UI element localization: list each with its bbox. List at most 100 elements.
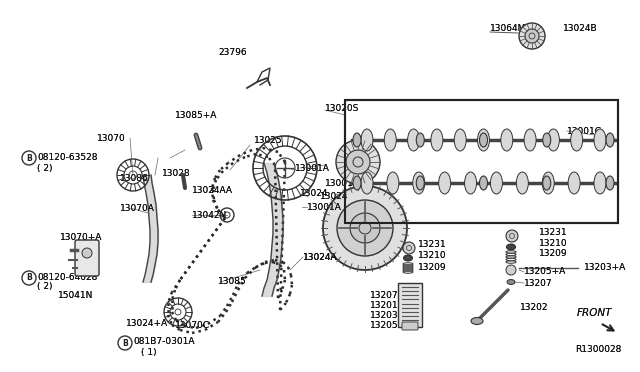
Circle shape (323, 186, 407, 270)
Text: 13070+A: 13070+A (60, 232, 102, 241)
Text: 13207: 13207 (370, 291, 399, 299)
Text: 13086: 13086 (120, 173, 148, 183)
Text: 15041N: 15041N (58, 292, 93, 301)
Text: 13001A: 13001A (307, 202, 342, 212)
Text: 13001A: 13001A (295, 164, 330, 173)
Text: FRONT: FRONT (577, 308, 612, 318)
Text: 23796: 23796 (218, 48, 246, 57)
Text: 13209: 13209 (539, 250, 568, 259)
Ellipse shape (543, 133, 551, 147)
Ellipse shape (454, 129, 466, 151)
Text: 13025: 13025 (254, 135, 283, 144)
Circle shape (82, 248, 92, 258)
Text: 13024B: 13024B (563, 23, 598, 32)
Text: 13001A: 13001A (295, 164, 330, 173)
Circle shape (336, 140, 380, 184)
Text: 13201: 13201 (370, 301, 399, 310)
Ellipse shape (547, 129, 559, 151)
Text: 08120-64028: 08120-64028 (37, 273, 97, 282)
Ellipse shape (516, 172, 529, 194)
Ellipse shape (431, 129, 443, 151)
Text: 13210: 13210 (539, 238, 568, 247)
Ellipse shape (361, 172, 373, 194)
Text: 13210: 13210 (539, 238, 568, 247)
Text: R1300028: R1300028 (575, 344, 621, 353)
Text: 13207: 13207 (370, 291, 399, 299)
Ellipse shape (524, 129, 536, 151)
Ellipse shape (471, 317, 483, 324)
Ellipse shape (606, 133, 614, 147)
Text: 13024B: 13024B (563, 23, 598, 32)
Text: 13024A: 13024A (303, 253, 338, 262)
Text: 13028: 13028 (162, 169, 191, 177)
Text: 13209: 13209 (418, 263, 447, 273)
Text: 13024: 13024 (320, 192, 349, 201)
FancyBboxPatch shape (398, 283, 422, 327)
Text: 13205+A: 13205+A (524, 267, 566, 276)
Text: FRONT: FRONT (577, 308, 612, 318)
Text: 13042N: 13042N (192, 211, 227, 219)
Ellipse shape (465, 172, 477, 194)
Ellipse shape (506, 244, 515, 250)
Text: 13024: 13024 (300, 189, 328, 198)
Text: 13202: 13202 (520, 304, 548, 312)
Ellipse shape (501, 129, 513, 151)
Text: 13001C: 13001C (567, 126, 602, 135)
Text: 13209: 13209 (418, 263, 447, 273)
Text: 13085: 13085 (218, 278, 247, 286)
Text: 13024A: 13024A (303, 253, 338, 262)
Ellipse shape (403, 255, 413, 261)
Ellipse shape (361, 129, 373, 151)
Text: 13203+A: 13203+A (584, 263, 627, 273)
Text: 13210: 13210 (418, 251, 447, 260)
Text: 13203: 13203 (370, 311, 399, 320)
Ellipse shape (416, 133, 424, 147)
Circle shape (403, 242, 415, 254)
Text: 13024A: 13024A (303, 253, 338, 262)
Text: 13024: 13024 (300, 189, 328, 198)
Text: 13024+A: 13024+A (126, 318, 168, 327)
Ellipse shape (477, 129, 490, 151)
Text: ( 1): ( 1) (141, 349, 157, 357)
Ellipse shape (507, 279, 515, 285)
Text: ( 2): ( 2) (37, 282, 52, 292)
Text: 08120-63528: 08120-63528 (37, 153, 97, 161)
Text: 13001A: 13001A (325, 179, 360, 187)
Text: 13020S: 13020S (325, 103, 360, 112)
Text: 13209: 13209 (539, 250, 568, 259)
Circle shape (525, 29, 539, 43)
Text: 13205+A: 13205+A (524, 267, 566, 276)
Text: 08120-63528: 08120-63528 (37, 153, 97, 161)
Text: 13024: 13024 (320, 192, 349, 201)
Circle shape (337, 200, 393, 256)
Text: 13070C: 13070C (175, 321, 210, 330)
Ellipse shape (387, 172, 399, 194)
Text: 13231: 13231 (539, 228, 568, 237)
Bar (345, 100, 618, 223)
Text: 15041N: 15041N (58, 292, 93, 301)
Circle shape (506, 230, 518, 242)
Ellipse shape (543, 176, 551, 190)
Text: B: B (26, 273, 32, 282)
Text: 13024AA: 13024AA (192, 186, 233, 195)
Ellipse shape (542, 172, 554, 194)
Text: ( 2): ( 2) (37, 164, 52, 173)
Text: 13085: 13085 (218, 278, 247, 286)
Text: 13001A: 13001A (325, 179, 360, 187)
Text: 13028: 13028 (162, 169, 191, 177)
Ellipse shape (384, 129, 396, 151)
Ellipse shape (408, 129, 420, 151)
Text: 13202: 13202 (520, 304, 548, 312)
Text: 13205: 13205 (370, 321, 399, 330)
Text: 13231: 13231 (418, 240, 447, 248)
FancyBboxPatch shape (402, 322, 418, 330)
Bar (345, 100, 618, 223)
Text: R1300028: R1300028 (575, 344, 621, 353)
Text: 13085+A: 13085+A (175, 110, 218, 119)
Text: 081B7-0301A: 081B7-0301A (133, 337, 195, 346)
Text: 13001A: 13001A (307, 202, 342, 212)
Text: 13070A: 13070A (120, 203, 155, 212)
Circle shape (506, 265, 516, 275)
Text: 13205: 13205 (370, 321, 399, 330)
Ellipse shape (438, 172, 451, 194)
